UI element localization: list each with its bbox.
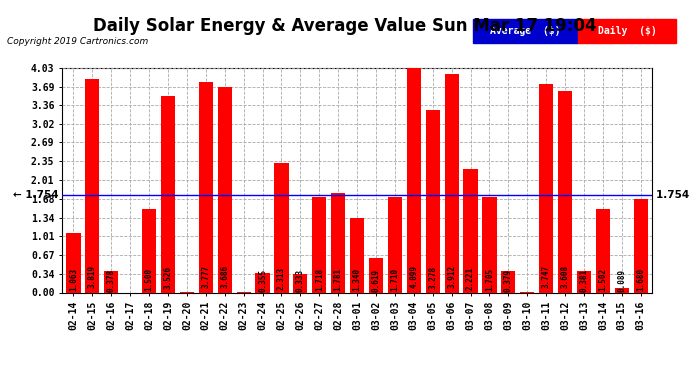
- Bar: [578, 19, 676, 43]
- Bar: [66, 233, 81, 292]
- Text: 1.754 →: 1.754 →: [656, 190, 690, 200]
- Text: 1.710: 1.710: [391, 267, 400, 291]
- Text: 1.500: 1.500: [145, 268, 154, 291]
- Text: 3.819: 3.819: [88, 265, 97, 288]
- Text: Copyright 2019 Cartronics.com: Copyright 2019 Cartronics.com: [7, 38, 148, 46]
- Text: 0.619: 0.619: [371, 268, 380, 292]
- Text: 1.063: 1.063: [69, 268, 78, 291]
- Text: 1.705: 1.705: [485, 267, 494, 291]
- Bar: [217, 87, 232, 292]
- Text: 1.502: 1.502: [598, 268, 607, 291]
- Bar: [633, 199, 648, 292]
- Text: 3.526: 3.526: [164, 266, 172, 289]
- Bar: [255, 273, 270, 292]
- Text: 2.221: 2.221: [466, 267, 475, 290]
- Text: 0.089: 0.089: [618, 269, 627, 292]
- Bar: [577, 271, 591, 292]
- Bar: [104, 272, 119, 292]
- Text: 1.680: 1.680: [636, 267, 645, 291]
- Bar: [388, 197, 402, 292]
- Text: 1.340: 1.340: [353, 268, 362, 291]
- Bar: [86, 80, 99, 292]
- Text: ← 1.754: ← 1.754: [13, 190, 59, 200]
- Text: 1.781: 1.781: [334, 267, 343, 291]
- Bar: [199, 82, 213, 292]
- Bar: [473, 19, 578, 43]
- Bar: [350, 218, 364, 292]
- Text: 3.747: 3.747: [542, 265, 551, 288]
- Text: 0.379: 0.379: [504, 269, 513, 292]
- Text: 0.381: 0.381: [580, 269, 589, 292]
- Bar: [464, 169, 477, 292]
- Text: 2.313: 2.313: [277, 267, 286, 290]
- Text: 0.355: 0.355: [258, 269, 267, 292]
- Bar: [312, 196, 326, 292]
- Text: 4.099: 4.099: [409, 265, 418, 288]
- Text: 1.718: 1.718: [315, 267, 324, 291]
- Bar: [331, 193, 345, 292]
- Bar: [293, 274, 308, 292]
- Text: 3.278: 3.278: [428, 266, 437, 289]
- Bar: [615, 288, 629, 292]
- Text: Daily Solar Energy & Average Value Sun Mar 17 19:04: Daily Solar Energy & Average Value Sun M…: [93, 17, 597, 35]
- Text: Daily  ($): Daily ($): [598, 26, 657, 36]
- Bar: [482, 197, 497, 292]
- Bar: [142, 209, 156, 292]
- Text: 3.912: 3.912: [447, 265, 456, 288]
- Bar: [426, 110, 440, 292]
- Bar: [558, 91, 572, 292]
- Text: 3.686: 3.686: [220, 265, 229, 288]
- Bar: [406, 64, 421, 292]
- Bar: [539, 84, 553, 292]
- Text: 3.777: 3.777: [201, 265, 210, 288]
- Bar: [369, 258, 383, 292]
- Bar: [501, 272, 515, 292]
- Text: 0.378: 0.378: [107, 269, 116, 292]
- Bar: [161, 96, 175, 292]
- Text: Average  ($): Average ($): [491, 26, 561, 36]
- Text: 3.608: 3.608: [560, 266, 569, 288]
- Text: 0.333: 0.333: [296, 269, 305, 292]
- Bar: [595, 209, 610, 292]
- Bar: [275, 164, 288, 292]
- Bar: [444, 74, 459, 292]
